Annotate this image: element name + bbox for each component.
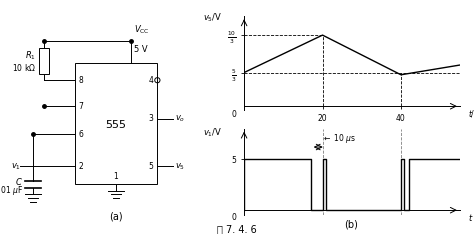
Text: 5: 5	[148, 162, 154, 171]
Text: (b): (b)	[344, 219, 358, 229]
Bar	[74, 63, 157, 183]
Text: $v_o$: $v_o$	[175, 114, 185, 124]
Text: 5 V: 5 V	[135, 45, 148, 54]
Text: $v_5$: $v_5$	[175, 161, 185, 172]
Text: 4: 4	[148, 76, 154, 85]
Text: 3: 3	[148, 114, 154, 124]
Text: $C$: $C$	[16, 176, 23, 187]
Bar	[38, 48, 49, 74]
Text: 7: 7	[78, 102, 83, 110]
Text: $v_1$: $v_1$	[11, 161, 21, 172]
Text: 2: 2	[78, 162, 83, 171]
Text: $t$/ms: $t$/ms	[468, 109, 474, 120]
Text: $V_\mathrm{CC}$: $V_\mathrm{CC}$	[135, 24, 150, 36]
Text: $\leftarrow$ 10 $\mu$s: $\leftarrow$ 10 $\mu$s	[322, 132, 356, 145]
Text: 6: 6	[78, 130, 83, 139]
Text: 图 7. 4. 6: 图 7. 4. 6	[217, 224, 257, 234]
Text: (a): (a)	[109, 211, 123, 221]
Text: 0: 0	[231, 110, 236, 119]
Text: $v_1$/V: $v_1$/V	[203, 126, 222, 139]
Text: 8: 8	[78, 76, 83, 85]
Text: 555: 555	[105, 121, 127, 130]
Text: $v_5$/V: $v_5$/V	[203, 11, 222, 24]
Text: 0.01 $\mu$F: 0.01 $\mu$F	[0, 183, 23, 197]
Text: 10 k$\Omega$: 10 k$\Omega$	[12, 62, 36, 73]
Text: $R_1$: $R_1$	[26, 49, 36, 62]
Text: $t$: $t$	[468, 212, 473, 223]
Text: 0: 0	[231, 213, 236, 222]
Text: 1: 1	[114, 172, 118, 181]
